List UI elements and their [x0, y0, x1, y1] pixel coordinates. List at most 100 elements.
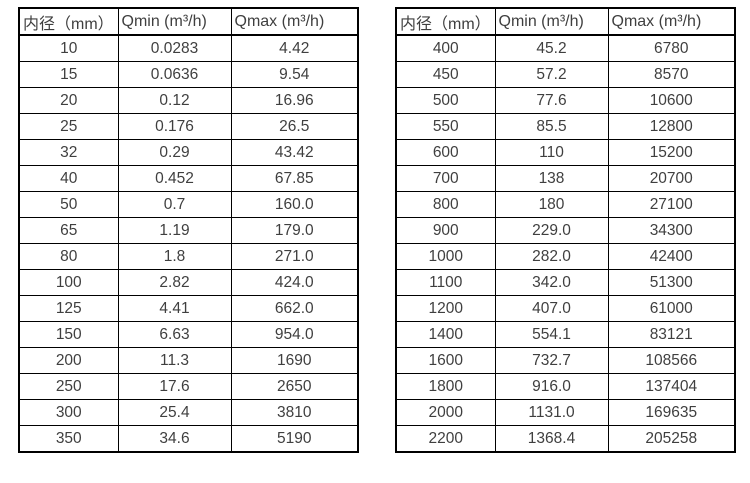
table-cell: 150	[18, 321, 119, 348]
table-cell: 407.0	[494, 295, 609, 322]
table-cell: 0.0636	[117, 61, 232, 88]
table-cell: 2650	[230, 373, 359, 400]
table-row: 1400 554.1 83121	[395, 321, 736, 348]
table-row: 1000 282.0 42400	[395, 243, 736, 270]
table-row: 1200 407.0 61000	[395, 295, 736, 322]
table-cell: 1690	[230, 347, 359, 374]
table-cell: 205258	[607, 425, 736, 453]
table-row: 125 4.41 662.0	[18, 295, 359, 322]
table-row: 50 0.7 160.0	[18, 191, 359, 218]
table-cell: 2.82	[117, 269, 232, 296]
table-row: 10 0.0283 4.42	[18, 34, 359, 62]
table-cell: 424.0	[230, 269, 359, 296]
table-row: 900 229.0 34300	[395, 217, 736, 244]
table-cell: 20700	[607, 165, 736, 192]
table-cell: 662.0	[230, 295, 359, 322]
table-cell: 100	[18, 269, 119, 296]
table-row: 400 45.2 6780	[395, 34, 736, 62]
table-row: 700 138 20700	[395, 165, 736, 192]
table-cell: 0.29	[117, 139, 232, 166]
table-header: 内径（mm） Qmin (m³/h) Qmax (m³/h)	[18, 7, 359, 36]
table-row: 2200 1368.4 205258	[395, 425, 736, 453]
table-cell: 1000	[395, 243, 496, 270]
table-row: 1600 732.7 108566	[395, 347, 736, 374]
table-cell: 2200	[395, 425, 496, 453]
header-inner-diameter: 内径（mm）	[395, 7, 496, 36]
table-body: 400 45.2 6780 450 57.2 8570 500 77.6 10600 550 85.…	[395, 34, 736, 453]
table-cell: 34300	[607, 217, 736, 244]
table-cell: 342.0	[494, 269, 609, 296]
table-row: 65 1.19 179.0	[18, 217, 359, 244]
table-cell: 0.452	[117, 165, 232, 192]
table-row: 200 11.3 1690	[18, 347, 359, 374]
table-cell: 900	[395, 217, 496, 244]
table-cell: 110	[494, 139, 609, 166]
table-row: 1100 342.0 51300	[395, 269, 736, 296]
table-row: 450 57.2 8570	[395, 61, 736, 88]
flow-tables-container: 内径（mm） Qmin (m³/h) Qmax (m³/h) 10 0.0283 4…	[18, 7, 736, 453]
table-cell: 1368.4	[494, 425, 609, 453]
table-cell: 1200	[395, 295, 496, 322]
table-cell: 282.0	[494, 243, 609, 270]
header-inner-diameter: 内径（mm）	[18, 7, 119, 36]
table-cell: 250	[18, 373, 119, 400]
table-row: 300 25.4 3810	[18, 399, 359, 426]
table-cell: 77.6	[494, 87, 609, 114]
table-cell: 50	[18, 191, 119, 218]
table-cell: 300	[18, 399, 119, 426]
table-row: 32 0.29 43.42	[18, 139, 359, 166]
table-cell: 4.41	[117, 295, 232, 322]
table-cell: 800	[395, 191, 496, 218]
table-cell: 160.0	[230, 191, 359, 218]
table-cell: 20	[18, 87, 119, 114]
table-cell: 500	[395, 87, 496, 114]
table-cell: 1131.0	[494, 399, 609, 426]
table-row: 800 180 27100	[395, 191, 736, 218]
table-row: 500 77.6 10600	[395, 87, 736, 114]
table-cell: 271.0	[230, 243, 359, 270]
table-cell: 0.7	[117, 191, 232, 218]
table-cell: 25.4	[117, 399, 232, 426]
table-cell: 45.2	[494, 34, 609, 62]
table-row: 15 0.0636 9.54	[18, 61, 359, 88]
flow-table-small-diameters: 内径（mm） Qmin (m³/h) Qmax (m³/h) 10 0.0283 4…	[18, 7, 359, 453]
table-cell: 229.0	[494, 217, 609, 244]
table-cell: 15200	[607, 139, 736, 166]
table-cell: 916.0	[494, 373, 609, 400]
table-cell: 108566	[607, 347, 736, 374]
table-cell: 6780	[607, 34, 736, 62]
table-cell: 12800	[607, 113, 736, 140]
table-cell: 1.8	[117, 243, 232, 270]
table-row: 350 34.6 5190	[18, 425, 359, 453]
table-cell: 0.176	[117, 113, 232, 140]
table-cell: 2000	[395, 399, 496, 426]
table-cell: 400	[395, 34, 496, 62]
table-cell: 51300	[607, 269, 736, 296]
header-qmax: Qmax (m³/h)	[607, 7, 736, 36]
table-row: 80 1.8 271.0	[18, 243, 359, 270]
table-cell: 5190	[230, 425, 359, 453]
table-cell: 61000	[607, 295, 736, 322]
table-cell: 1100	[395, 269, 496, 296]
table-cell: 350	[18, 425, 119, 453]
header-row: 内径（mm） Qmin (m³/h) Qmax (m³/h)	[18, 7, 359, 36]
table-cell: 600	[395, 139, 496, 166]
table-cell: 40	[18, 165, 119, 192]
table-cell: 550	[395, 113, 496, 140]
table-cell: 42400	[607, 243, 736, 270]
table-cell: 85.5	[494, 113, 609, 140]
table-cell: 10	[18, 34, 119, 62]
table-cell: 954.0	[230, 321, 359, 348]
table-cell: 57.2	[494, 61, 609, 88]
table-row: 20 0.12 16.96	[18, 87, 359, 114]
table-cell: 169635	[607, 399, 736, 426]
table-cell: 138	[494, 165, 609, 192]
table-cell: 137404	[607, 373, 736, 400]
table-row: 150 6.63 954.0	[18, 321, 359, 348]
table-cell: 26.5	[230, 113, 359, 140]
table-header: 内径（mm） Qmin (m³/h) Qmax (m³/h)	[395, 7, 736, 36]
table-cell: 11.3	[117, 347, 232, 374]
table-cell: 25	[18, 113, 119, 140]
table-cell: 1800	[395, 373, 496, 400]
table-cell: 65	[18, 217, 119, 244]
